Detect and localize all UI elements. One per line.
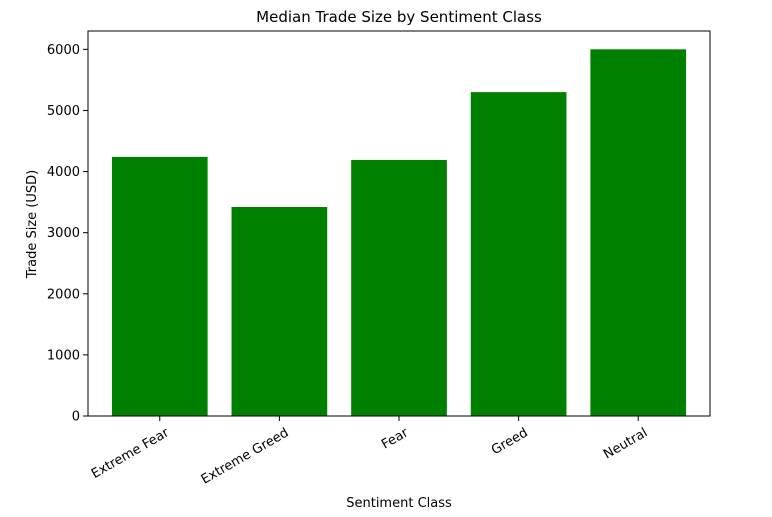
bar-fear xyxy=(351,159,447,416)
bars-group xyxy=(111,49,687,416)
x-axis-ticks: Extreme Fear Extreme Greed Fear Greed Neutra… xyxy=(89,416,650,488)
x-tick-label: Extreme Fear xyxy=(89,425,172,482)
bar-greed xyxy=(470,92,567,416)
y-axis-label: Trade Size (USD) xyxy=(25,170,40,279)
y-tick-label: 4000 xyxy=(47,165,80,180)
y-axis-ticks: 0 1000 2000 3000 4000 5000 6000 xyxy=(47,43,88,425)
x-axis-label: Sentiment Class xyxy=(346,496,452,511)
y-tick-label: 3000 xyxy=(47,226,80,241)
y-tick-label: 1000 xyxy=(47,348,80,363)
y-tick-label: 2000 xyxy=(47,287,80,302)
x-tick-label: Fear xyxy=(379,425,411,452)
y-tick-label: 6000 xyxy=(47,43,80,58)
bar-neutral xyxy=(590,49,687,416)
x-tick-label: Neutral xyxy=(601,425,650,462)
x-tick-label: Greed xyxy=(489,425,531,458)
bar-extreme-greed xyxy=(231,207,328,416)
bar-extreme-fear xyxy=(111,156,208,416)
x-tick-label: Extreme Greed xyxy=(199,425,292,487)
y-tick-label: 0 xyxy=(72,410,80,425)
y-tick-label: 5000 xyxy=(47,104,80,119)
chart-title: Median Trade Size by Sentiment Class xyxy=(256,8,542,26)
plot-frame xyxy=(87,30,711,417)
